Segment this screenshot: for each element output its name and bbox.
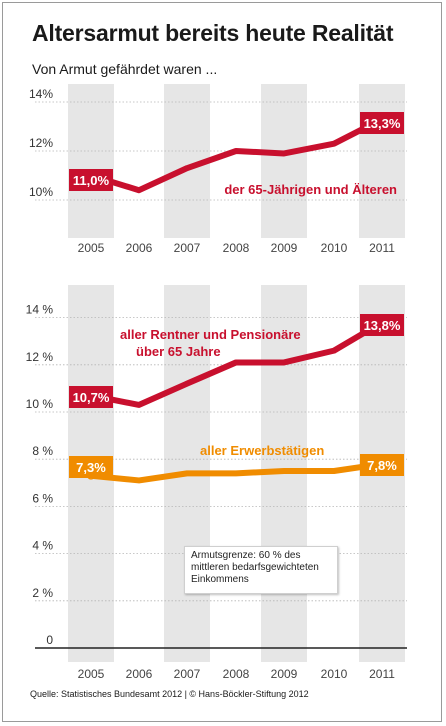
y-tick-label: 10 % xyxy=(26,397,54,411)
x-tick-label: 2008 xyxy=(223,667,250,681)
x-tick-label: 2009 xyxy=(271,241,298,255)
y-tick-label: 14% xyxy=(29,87,53,101)
series-label: aller Rentner und Pensionäre xyxy=(120,327,301,342)
callout-label: 7,3% xyxy=(76,460,106,475)
value-callout: 11,0% xyxy=(69,169,113,191)
callout-label: 13,3% xyxy=(364,116,401,131)
source-note: Quelle: Statistisches Bundesamt 2012 | ©… xyxy=(30,689,309,699)
x-tick-label: 2007 xyxy=(174,667,201,681)
callout-box xyxy=(69,456,113,478)
x-tick-label: 2009 xyxy=(271,667,298,681)
x-tick-label: 2011 xyxy=(369,667,395,681)
x-tick-label: 2006 xyxy=(126,667,153,681)
callout-pointer xyxy=(86,171,96,191)
y-tick-label: 14 % xyxy=(26,303,54,317)
x-tick-label: 2005 xyxy=(78,241,105,255)
y-tick-label: 4 % xyxy=(32,539,53,553)
series-line xyxy=(88,460,385,484)
poverty-line-note: Armutsgrenze: 60 % des mittleren bedarfs… xyxy=(184,546,338,594)
series-line xyxy=(88,116,385,194)
series-label: der 65-Jährigen und Älteren xyxy=(224,182,397,197)
y-tick-label: 12 % xyxy=(26,350,54,364)
callout-pointer xyxy=(377,459,387,476)
y-tick-label: 10% xyxy=(29,185,53,199)
callout-pointer xyxy=(377,115,387,134)
page-title: Altersarmut bereits heute Realität xyxy=(32,20,394,46)
value-callout: 10,7% xyxy=(69,386,113,408)
year-band xyxy=(359,84,405,238)
callout-label: 10,7% xyxy=(73,390,110,405)
year-band xyxy=(68,84,114,238)
y-tick-label: 6 % xyxy=(32,491,53,505)
x-tick-label: 2005 xyxy=(78,667,105,681)
chart-panel-2: 0 2 % 4 % 6 % 8 % 10 % 12 % 14 % 2005 2006 2007 200… xyxy=(26,285,407,681)
y-tick-label: 0 xyxy=(46,633,53,647)
series-label: aller Erwerbstätigen xyxy=(200,443,324,458)
y-tick-label: 2 % xyxy=(32,586,53,600)
value-callout: 7,8% xyxy=(360,454,404,476)
chart-panel-1: 10% 12% 14% 2005 2006 2007 2008 2009 2010 2011 der… xyxy=(29,84,407,255)
callout-label: 13,8% xyxy=(364,318,401,333)
x-tick-label: 2006 xyxy=(126,241,153,255)
x-tick-label: 2011 xyxy=(369,241,395,255)
x-tick-label: 2008 xyxy=(223,241,250,255)
callout-label: 11,0% xyxy=(73,173,110,188)
x-tick-label: 2010 xyxy=(321,241,348,255)
value-callout: 13,3% xyxy=(360,112,404,134)
y-tick-label: 8 % xyxy=(32,444,53,458)
page-subtitle: Von Armut gefährdet waren ... xyxy=(32,61,218,77)
series-line xyxy=(88,319,385,408)
value-callout: 7,3% xyxy=(69,456,113,478)
callout-pointer xyxy=(377,318,387,336)
y-tick-label: 12% xyxy=(29,136,53,150)
x-tick-label: 2010 xyxy=(321,667,348,681)
x-tick-label: 2007 xyxy=(174,241,201,255)
value-callout: 13,8% xyxy=(360,314,404,336)
series-label: über 65 Jahre xyxy=(136,344,221,359)
callout-pointer xyxy=(86,391,96,408)
year-band xyxy=(261,84,307,238)
callout-label: 7,8% xyxy=(367,458,397,473)
callout-pointer xyxy=(86,471,96,478)
